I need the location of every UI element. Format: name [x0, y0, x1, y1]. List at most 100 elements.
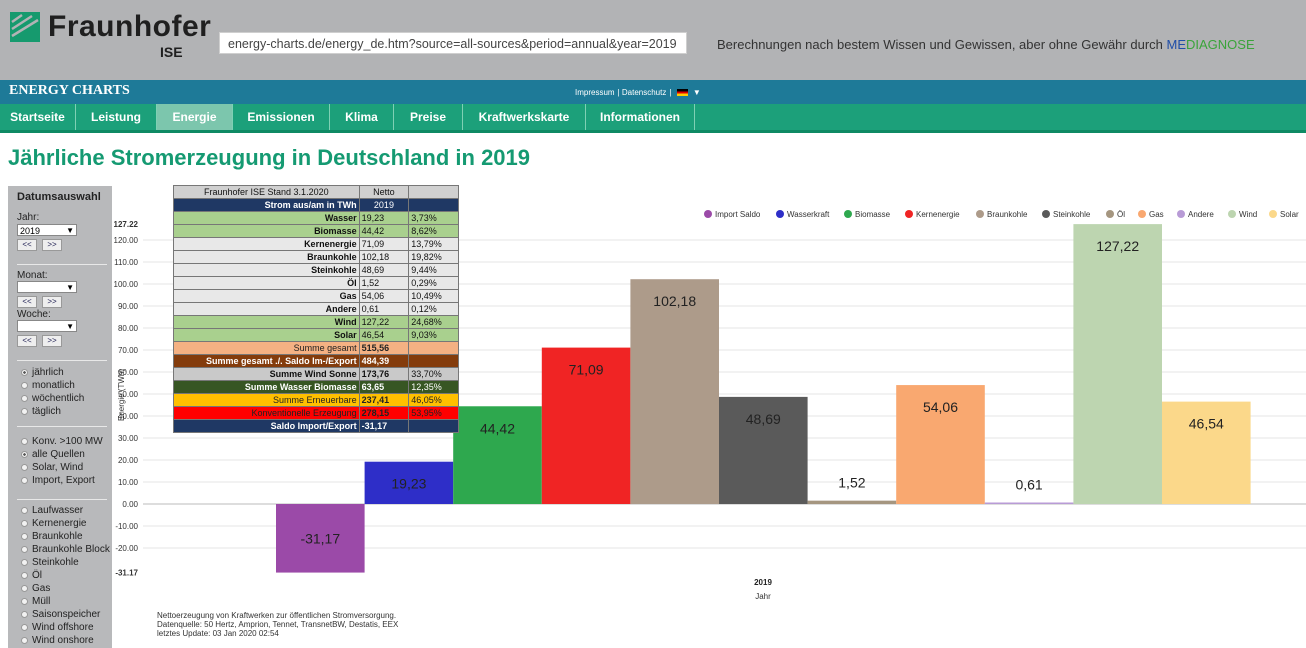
source-list-item[interactable]: Wind offshore: [21, 622, 94, 633]
bar-8[interactable]: [984, 502, 1074, 505]
radio-option[interactable]: Konv. >100 MW: [21, 436, 103, 447]
legend-marker[interactable]: [1138, 210, 1146, 218]
source-list-item[interactable]: Öl: [21, 570, 42, 581]
legend-marker[interactable]: [905, 210, 913, 218]
table-cell: Öl: [173, 276, 360, 290]
checkbox-icon[interactable]: [21, 507, 28, 514]
checkbox-icon[interactable]: [21, 637, 28, 644]
fraunhofer-logo[interactable]: Fraunhofer ISE: [10, 10, 211, 64]
radio-icon[interactable]: [21, 477, 28, 484]
year-select[interactable]: 2019 ▼: [17, 224, 77, 236]
brand-title[interactable]: ENERGY CHARTS: [9, 83, 130, 98]
legend-marker[interactable]: [1228, 210, 1236, 218]
nav-tab[interactable]: Informationen: [586, 104, 695, 130]
source-list-item[interactable]: Gas: [21, 583, 50, 594]
checkbox-icon[interactable]: [21, 546, 28, 553]
radio-option[interactable]: monatlich: [21, 380, 75, 391]
source-label: Laufwasser: [32, 505, 84, 516]
bar-10[interactable]: [1162, 401, 1251, 504]
bar-9[interactable]: [1073, 224, 1162, 504]
checkbox-icon[interactable]: [21, 572, 28, 579]
nav-tab[interactable]: Kraftwerkskarte: [463, 104, 586, 130]
source-list-item[interactable]: Saisonspeicher: [21, 609, 100, 620]
month-select[interactable]: ▼: [17, 281, 77, 293]
month-next-button[interactable]: >>: [42, 296, 62, 308]
source-list-item[interactable]: Müll: [21, 596, 50, 607]
url-field[interactable]: energy-charts.de/energy_de.htm?source=al…: [219, 32, 687, 54]
nav-tab[interactable]: Startseite: [0, 104, 76, 130]
table-row: Biomasse 44,42 8,62%: [173, 224, 459, 238]
week-prev-button[interactable]: <<: [17, 335, 37, 347]
bar-4[interactable]: [630, 279, 719, 504]
source-list-item[interactable]: Steinkohle: [21, 557, 79, 568]
table-cell: Summe gesamt: [173, 341, 360, 355]
radio-option[interactable]: alle Quellen: [21, 449, 85, 460]
legend-marker[interactable]: [776, 210, 784, 218]
radio-icon[interactable]: [21, 451, 28, 458]
fraunhofer-logo-icon: [10, 12, 40, 42]
week-select[interactable]: ▼: [17, 320, 77, 332]
year-prev-button[interactable]: <<: [17, 239, 37, 251]
german-flag-icon[interactable]: [676, 89, 688, 97]
bar-6[interactable]: [807, 500, 897, 504]
legend-marker[interactable]: [704, 210, 712, 218]
checkbox-icon[interactable]: [21, 611, 28, 618]
table-row: Saldo Import/Export -31,17: [173, 419, 459, 433]
legend-item: Gas: [1149, 210, 1164, 219]
table-cell: 19,82%: [408, 250, 459, 264]
source-list-item[interactable]: Wind onshore: [21, 635, 94, 646]
month-prev-button[interactable]: <<: [17, 296, 37, 308]
legend-marker[interactable]: [1106, 210, 1114, 218]
radio-option[interactable]: wöchentlich: [21, 393, 84, 404]
checkbox-icon[interactable]: [21, 520, 28, 527]
checkbox-icon[interactable]: [21, 585, 28, 592]
radio-option[interactable]: jährlich: [21, 367, 64, 378]
checkbox-icon[interactable]: [21, 624, 28, 631]
nav-tab[interactable]: Energie: [157, 104, 233, 130]
nav-tab[interactable]: Emissionen: [233, 104, 330, 130]
legend-marker[interactable]: [1269, 210, 1277, 218]
bar-7[interactable]: [896, 385, 985, 504]
checkbox-icon[interactable]: [21, 533, 28, 540]
radio-icon[interactable]: [21, 369, 28, 376]
week-next-button[interactable]: >>: [42, 335, 62, 347]
checkbox-icon[interactable]: [21, 598, 28, 605]
radio-option[interactable]: Import, Export: [21, 475, 95, 486]
year-next-button[interactable]: >>: [42, 239, 62, 251]
language-dropdown-icon[interactable]: ▼: [692, 88, 701, 97]
mediagnose-link-me[interactable]: ME: [1166, 37, 1186, 52]
checkbox-icon[interactable]: [21, 559, 28, 566]
source-list-item[interactable]: Laufwasser: [21, 505, 83, 516]
bar-3[interactable]: [541, 347, 631, 504]
mediagnose-link-diagnose[interactable]: DIAGNOSE: [1185, 37, 1255, 52]
legend-marker[interactable]: [1177, 210, 1185, 218]
source-list-item[interactable]: Braunkohle Block: [21, 544, 110, 555]
radio-icon[interactable]: [21, 408, 28, 415]
bar-2[interactable]: [453, 406, 542, 504]
radio-icon[interactable]: [21, 438, 28, 445]
radio-label: Solar, Wind: [32, 462, 84, 473]
bar-5[interactable]: [719, 396, 808, 504]
source-list-item[interactable]: Braunkohle: [21, 531, 83, 542]
legend-marker[interactable]: [976, 210, 984, 218]
legend-marker[interactable]: [1042, 210, 1050, 218]
table-cell: Summe Wind Sonne: [173, 367, 360, 381]
bar-1[interactable]: [364, 461, 454, 504]
nav-tab[interactable]: Klima: [330, 104, 394, 130]
impressum-link[interactable]: Impressum: [575, 88, 615, 97]
source-list-item[interactable]: Kernenergie: [21, 518, 86, 529]
source-label: Wind onshore: [32, 635, 94, 646]
datenschutz-link[interactable]: Datenschutz: [621, 88, 667, 97]
radio-icon[interactable]: [21, 382, 28, 389]
radio-option[interactable]: täglich: [21, 406, 61, 417]
radio-icon[interactable]: [21, 395, 28, 402]
y-tick-label: 30.00: [118, 434, 139, 443]
logo-text: Fraunhofer: [48, 10, 212, 43]
bar-0[interactable]: [276, 504, 365, 573]
data-labels: -31,1719,2344,4271,09102,1848,691,5254,0…: [300, 238, 1224, 546]
radio-icon[interactable]: [21, 464, 28, 471]
nav-tab[interactable]: Leistung: [76, 104, 157, 130]
nav-tab[interactable]: Preise: [394, 104, 463, 130]
radio-option[interactable]: Solar, Wind: [21, 462, 83, 473]
legend-marker[interactable]: [844, 210, 852, 218]
